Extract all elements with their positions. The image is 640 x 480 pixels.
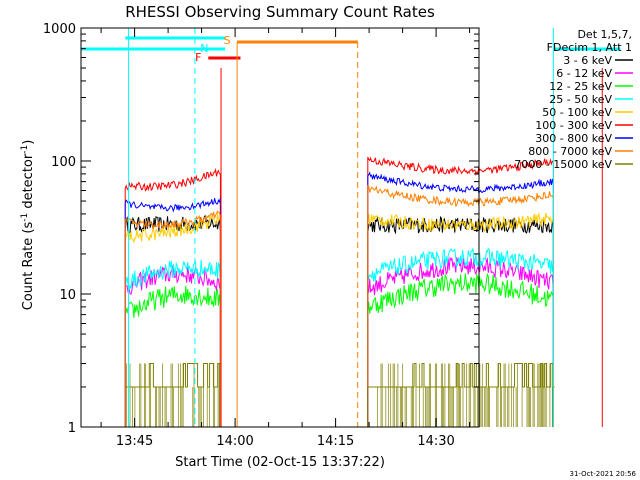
legend-label: 50 - 100 keV — [542, 106, 612, 119]
legend-label: 7000 - 15000 keV — [514, 158, 612, 171]
series-line — [124, 197, 221, 427]
plot-frame — [80, 27, 480, 428]
flag-label-f: F — [195, 51, 201, 64]
series-line — [367, 363, 555, 388]
legend-label: 3 - 6 keV — [563, 54, 612, 67]
y-tick-label: 10 — [59, 288, 76, 303]
flag-label-s: S — [224, 34, 231, 47]
legend-label: 25 - 50 keV — [549, 93, 612, 106]
legend-label: 6 - 12 keV — [556, 67, 612, 80]
series-line — [367, 184, 554, 427]
x-tick-label: 14:15 — [317, 434, 354, 449]
legend-label: 800 - 7000 keV — [528, 145, 612, 158]
legend-label: 300 - 800 keV — [535, 132, 612, 145]
flag-label-n: N — [200, 42, 208, 55]
y-tick-label: 1 — [68, 421, 76, 436]
series-line — [124, 210, 221, 427]
series-line — [124, 167, 221, 427]
legend-label: 12 - 25 keV — [549, 80, 612, 93]
series-line — [367, 247, 554, 427]
flag-layer: NF S — [81, 28, 621, 427]
series-line — [367, 156, 554, 427]
series-line — [367, 212, 554, 427]
y-tick-label: 100 — [51, 155, 76, 170]
series-line — [367, 272, 554, 427]
series-line — [124, 259, 221, 427]
legend-header-line-2: FDecim 1, Att 1 — [547, 41, 632, 54]
x-tick-label: 13:45 — [116, 434, 153, 449]
series-line — [124, 285, 221, 427]
series-line — [367, 171, 554, 427]
y-tick-label: 1000 — [43, 22, 76, 37]
series-line — [124, 213, 221, 427]
legend-header-line-1: Det 1,5,7, — [577, 28, 632, 41]
y-axis-label: Count Rate (s-1 detector-1) — [20, 140, 36, 311]
legend-label: 100 - 300 keV — [535, 119, 612, 132]
x-axis-label: Start Time (02-Oct-15 13:37:22) — [175, 455, 385, 470]
x-tick-label: 14:00 — [216, 434, 253, 449]
chart-title: RHESSI Observing Summary Count Rates — [125, 3, 435, 21]
axes: 13:45 14:00 14:15 14:30 1 10 100 1000 — [43, 22, 480, 449]
plot-area — [124, 156, 555, 427]
x-tick-label: 14:30 — [417, 434, 454, 449]
footer-date: 31-Oct-2021 20:56 — [570, 470, 637, 478]
